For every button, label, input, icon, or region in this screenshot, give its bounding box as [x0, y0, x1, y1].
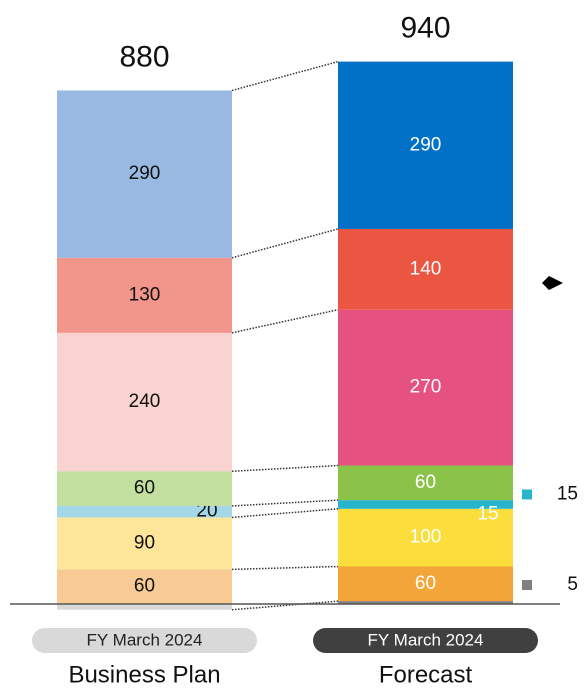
bar-segment — [338, 228, 513, 310]
bar-segment — [338, 601, 513, 604]
value-label: 60 — [134, 576, 155, 597]
connector — [231, 600, 339, 611]
value-label: 90 — [134, 532, 155, 553]
bar-segment — [57, 505, 232, 518]
side-marker — [522, 580, 532, 590]
value-label: 290 — [410, 134, 442, 155]
bar-segment — [57, 569, 232, 604]
value-label: 270 — [410, 377, 442, 398]
connector — [231, 565, 339, 571]
value-label: 60 — [415, 573, 436, 594]
period-label: FY March 2024 — [87, 630, 203, 649]
period-pill — [32, 628, 257, 653]
arrow-icon — [549, 276, 563, 290]
bar-segment — [57, 90, 232, 258]
value-label: 20 — [196, 501, 217, 522]
connector — [231, 60, 339, 92]
value-label: 140 — [410, 258, 442, 279]
bar-name: Forecast — [379, 661, 473, 688]
arrow-icon — [542, 276, 549, 290]
bar-total: 940 — [400, 12, 450, 45]
bar-name: Business Plan — [68, 661, 220, 688]
value-label: 60 — [415, 472, 436, 493]
value-label: 60 — [134, 478, 155, 499]
period-pill — [313, 628, 538, 653]
period-label: FY March 2024 — [368, 630, 484, 649]
connector — [231, 228, 339, 259]
bar-segment — [338, 465, 513, 501]
bar-segment — [338, 500, 513, 509]
value-label: 100 — [410, 527, 442, 548]
bar-segment — [338, 566, 513, 602]
value-label: 130 — [129, 284, 161, 305]
connector — [231, 499, 339, 507]
bar-segment — [338, 61, 513, 229]
value-label: 290 — [129, 163, 161, 184]
side-label: 15 — [557, 483, 578, 504]
side-label: 5 — [567, 574, 578, 595]
side-marker — [522, 489, 532, 500]
connector — [231, 464, 339, 473]
connector — [231, 308, 339, 334]
connector — [231, 508, 339, 519]
bar-segment — [338, 309, 513, 466]
value-label: 240 — [129, 391, 161, 412]
value-label: 15 — [477, 503, 498, 524]
bar-segment — [57, 257, 232, 333]
bar-segment — [57, 332, 232, 472]
bar-segment — [338, 508, 513, 567]
bar-segment — [57, 604, 232, 610]
bar-total: 880 — [119, 40, 169, 73]
bar-segment — [57, 517, 232, 570]
bar-segment — [57, 471, 232, 506]
